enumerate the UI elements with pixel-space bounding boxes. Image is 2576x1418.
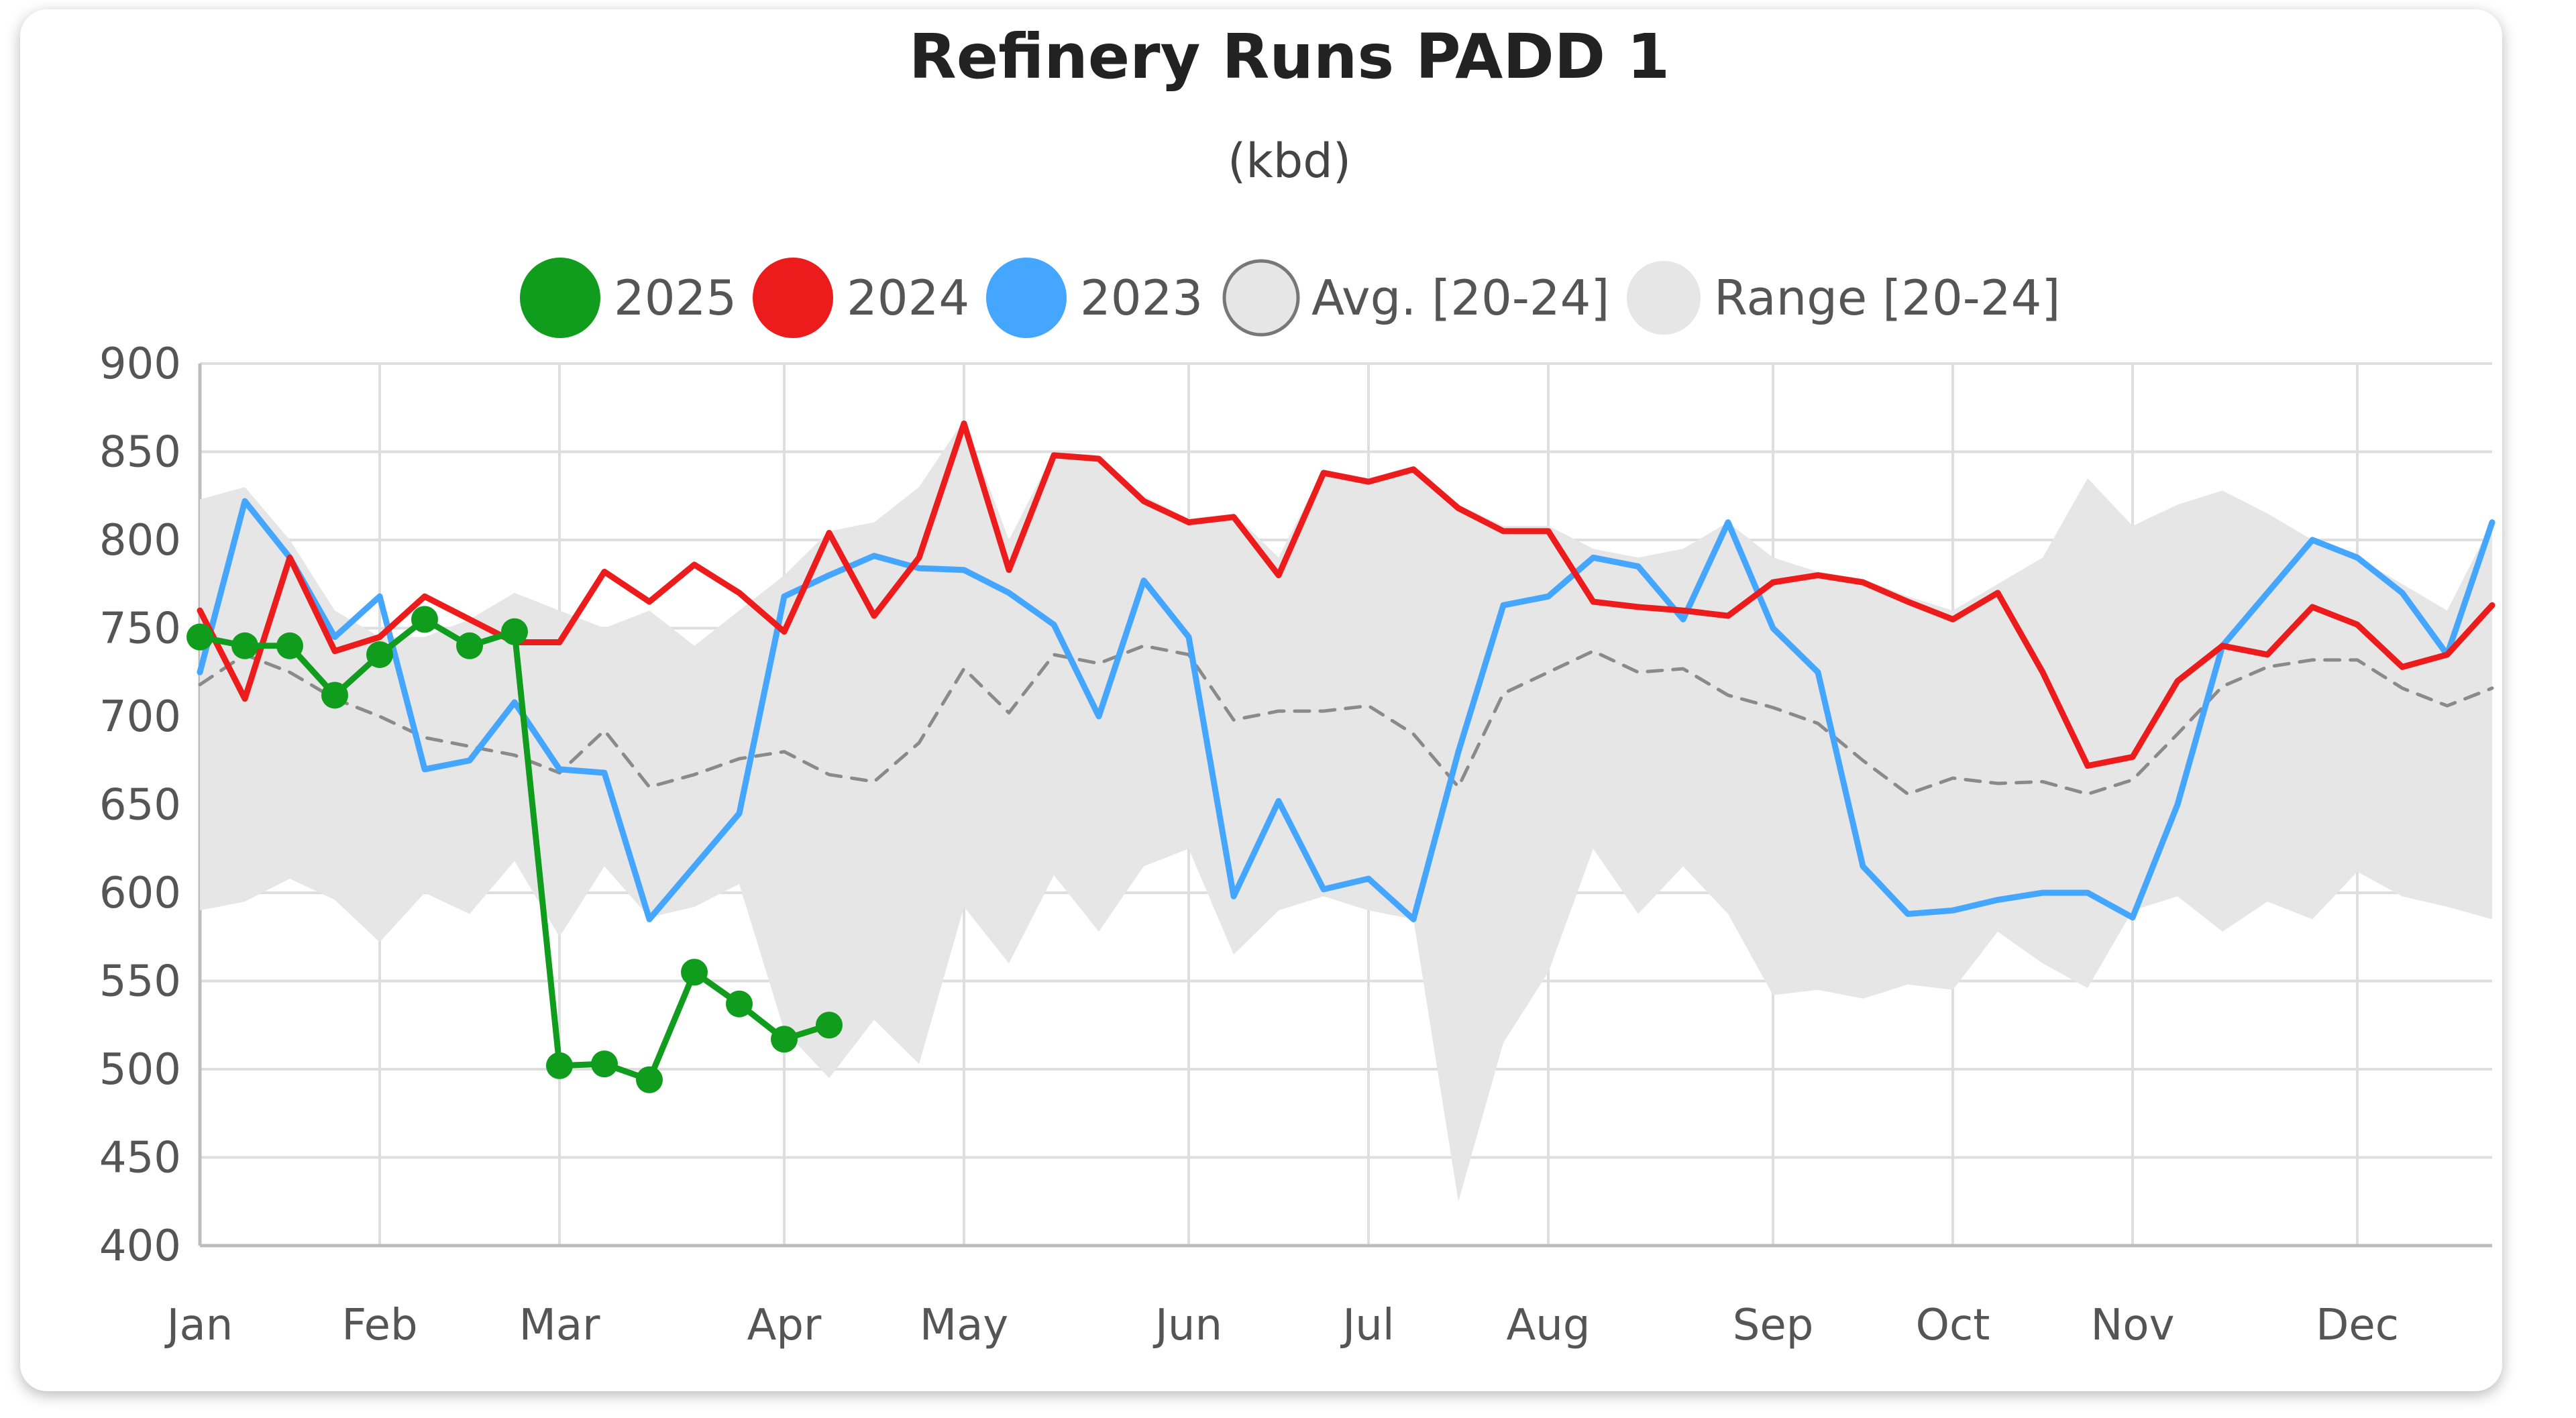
y-tick-label-700: 700: [99, 692, 181, 742]
chart-card: Refinery Runs PADD 1 (kbd) 2025 2024 2023 A…: [20, 9, 2502, 1391]
series-point-2025-14: [816, 1012, 843, 1039]
series-point-2025-9: [591, 1050, 618, 1078]
y-tick-label-900: 900: [99, 339, 181, 389]
series-line-2024: [197, 420, 2496, 769]
y-tick-label-500: 500: [99, 1045, 181, 1095]
x-tick-label-jan: Jan: [164, 1301, 233, 1350]
series-lines-layer: [186, 420, 2496, 1093]
series-point-2025-11: [681, 959, 708, 986]
series-point-2025-12: [726, 990, 753, 1018]
chart-legend: 2025 2024 2023 Avg. [20-24] Range [20-24]: [520, 258, 2060, 338]
x-tick-label-nov: Nov: [2091, 1301, 2175, 1350]
legend-marker-2025: [520, 258, 600, 338]
series-point-2025-7: [501, 618, 528, 645]
x-tick-label-feb: Feb: [341, 1301, 417, 1350]
y-tick-label-850: 850: [99, 428, 181, 478]
y-tick-label-400: 400: [99, 1221, 181, 1271]
series-point-2025-6: [456, 632, 483, 659]
series-point-2025-5: [411, 606, 438, 633]
chart-subtitle: (kbd): [1228, 133, 1351, 188]
axis-labels: 900 850 800 750 700 650 600 550 500 450 400 Jan Feb M…: [99, 339, 2399, 1350]
x-tick-label-may: May: [920, 1301, 1008, 1350]
x-tick-label-oct: Oct: [1916, 1301, 1990, 1350]
legend-marker-avg-20-24: [1222, 259, 1300, 337]
x-tick-label-jun: Jun: [1152, 1301, 1222, 1350]
series-point-2025-8: [546, 1052, 573, 1079]
y-tick-label-550: 550: [99, 957, 181, 1007]
series-point-2025-1: [231, 632, 258, 659]
x-tick-label-sep: Sep: [1733, 1301, 1814, 1350]
refinery-runs-chart: Refinery Runs PADD 1 (kbd) 2025 2024 2023 A…: [99, 21, 2496, 1350]
legend-marker-2023: [986, 258, 1067, 338]
range-area-layer: [200, 420, 2492, 1202]
x-tick-label-dec: Dec: [2316, 1301, 2399, 1350]
chart-title: Refinery Runs PADD 1: [909, 21, 1670, 93]
series-point-2025-2: [276, 632, 303, 659]
x-tick-label-aug: Aug: [1507, 1301, 1591, 1350]
x-tick-label-jul: Jul: [1340, 1301, 1394, 1350]
legend-marker-2024: [753, 258, 833, 338]
legend-marker-range-20-24: [1627, 261, 1701, 335]
range-area: [200, 420, 2492, 1202]
series-point-2025-4: [366, 641, 393, 668]
x-tick-label-mar: Mar: [519, 1301, 600, 1350]
x-tick-label-apr: Apr: [747, 1301, 822, 1350]
y-tick-label-750: 750: [99, 604, 181, 654]
legend-label-2023: 2023: [1080, 270, 1203, 326]
series-line-2023: [197, 498, 2496, 922]
y-tick-label-800: 800: [99, 516, 181, 565]
series-line-avg-20-24: [198, 644, 2494, 796]
legend-label-range-20-24: Range [20-24]: [1714, 270, 2060, 326]
y-tick-label-600: 600: [99, 869, 181, 918]
legend-label-2025: 2025: [614, 270, 737, 326]
series-point-2025-0: [186, 623, 213, 651]
legend-label-2024: 2024: [847, 270, 969, 326]
series-point-2025-10: [636, 1066, 663, 1093]
series-point-2025-13: [771, 1026, 798, 1053]
series-point-2025-3: [321, 681, 348, 709]
y-tick-label-450: 450: [99, 1134, 181, 1183]
legend-label-avg-20-24: Avg. [20-24]: [1311, 270, 1610, 326]
y-tick-label-650: 650: [99, 781, 181, 830]
